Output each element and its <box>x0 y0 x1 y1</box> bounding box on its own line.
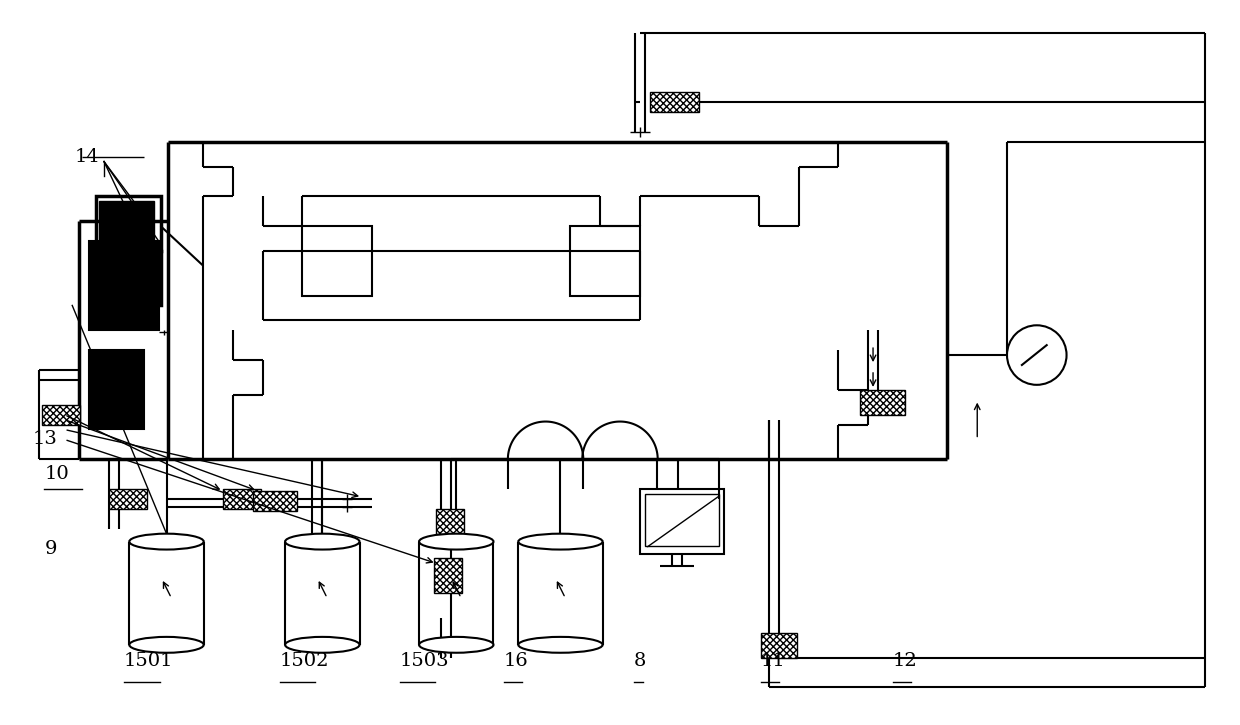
Bar <box>95 196 160 251</box>
Bar <box>99 202 154 246</box>
Text: 9: 9 <box>45 539 57 558</box>
Text: 14: 14 <box>74 148 99 165</box>
Bar <box>223 489 260 509</box>
Bar <box>761 633 796 658</box>
Ellipse shape <box>129 534 203 550</box>
Bar <box>570 226 640 296</box>
Ellipse shape <box>285 637 360 652</box>
Bar <box>95 251 160 305</box>
Text: 13: 13 <box>32 431 57 448</box>
Text: 16: 16 <box>503 652 528 670</box>
Bar <box>89 350 144 429</box>
Ellipse shape <box>129 637 203 652</box>
Bar <box>303 226 372 296</box>
Ellipse shape <box>518 534 603 550</box>
Ellipse shape <box>518 637 603 652</box>
Text: 12: 12 <box>893 652 918 670</box>
Bar <box>434 558 463 593</box>
Bar <box>109 489 146 509</box>
Text: 1502: 1502 <box>280 652 329 670</box>
Bar <box>436 509 464 534</box>
Ellipse shape <box>285 534 360 550</box>
Bar <box>89 241 159 331</box>
Ellipse shape <box>419 637 494 652</box>
Bar <box>645 494 719 546</box>
Text: 11: 11 <box>761 652 786 670</box>
Text: 10: 10 <box>45 465 69 483</box>
Bar <box>650 92 699 112</box>
Bar <box>42 405 81 425</box>
Circle shape <box>1007 326 1066 385</box>
Text: 1501: 1501 <box>124 652 174 670</box>
Text: 8: 8 <box>634 652 646 670</box>
Ellipse shape <box>419 534 494 550</box>
Text: 1503: 1503 <box>399 652 449 670</box>
Bar <box>253 491 298 511</box>
Bar <box>861 390 905 415</box>
Bar <box>640 489 724 553</box>
